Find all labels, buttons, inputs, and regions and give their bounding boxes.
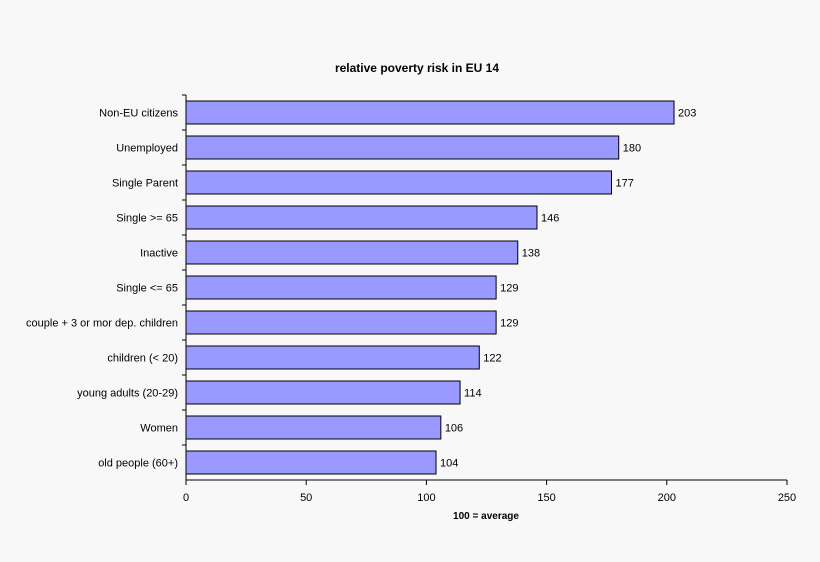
- bar-single-parent: [185, 170, 613, 195]
- category-label-couple-3-or-mor-dep-children: couple + 3 or mor dep. children: [26, 318, 178, 330]
- x-tick-label-200: 200: [658, 492, 676, 504]
- category-label-old-people-60: old people (60+): [98, 458, 178, 470]
- bar-single-65: [185, 275, 497, 300]
- bar-couple-3-or-mor-dep-children: [185, 310, 497, 335]
- chart-title: relative poverty risk in EU 14: [335, 61, 499, 75]
- value-label-old-people-60: 104: [440, 458, 458, 470]
- category-label-single-parent: Single Parent: [112, 178, 178, 190]
- bar-inactive: [185, 240, 519, 265]
- bar-single-65: [185, 205, 538, 230]
- category-label-inactive: Inactive: [140, 248, 178, 260]
- x-axis-ticks: 0 50 100 150 200 250: [183, 480, 796, 504]
- bar-non-eu-citizens: [185, 100, 675, 125]
- bar-women: [185, 415, 442, 440]
- value-label-non-eu-citizens: 203: [678, 108, 696, 120]
- value-label-couple-3-or-mor-dep-children: 129: [500, 318, 518, 330]
- value-label-single-65: 129: [500, 283, 518, 295]
- x-tick-label-100: 100: [417, 492, 435, 504]
- category-label-unemployed: Unemployed: [116, 143, 178, 155]
- value-label-single-65: 146: [541, 213, 559, 225]
- value-label-children-20: 122: [483, 353, 501, 365]
- bar-children-20: [185, 345, 480, 370]
- category-label-single-65: Single <= 65: [116, 283, 178, 295]
- bar-young-adults-20-29: [185, 380, 461, 405]
- bars-group: Non-EU citizens 203 Unemployed 180 Single Pa…: [26, 94, 696, 475]
- value-label-single-parent: 177: [616, 178, 634, 190]
- bar-unemployed: [185, 135, 620, 160]
- value-label-women: 106: [445, 423, 463, 435]
- category-label-single-65: Single >= 65: [116, 213, 178, 225]
- category-label-young-adults-20-29: young adults (20-29): [77, 388, 178, 400]
- category-label-women: Women: [140, 423, 178, 435]
- bar-old-people-60: [185, 450, 437, 475]
- x-axis-title: 100 = average: [453, 511, 519, 522]
- x-tick-label-0: 0: [183, 492, 189, 504]
- value-label-young-adults-20-29: 114: [464, 388, 482, 400]
- category-label-children-20: children (< 20): [107, 353, 178, 365]
- x-tick-label-250: 250: [778, 492, 796, 504]
- value-label-unemployed: 180: [623, 143, 641, 155]
- x-tick-label-50: 50: [300, 492, 312, 504]
- x-tick-label-150: 150: [537, 492, 555, 504]
- value-label-inactive: 138: [522, 248, 540, 260]
- category-label-non-eu-citizens: Non-EU citizens: [99, 108, 178, 120]
